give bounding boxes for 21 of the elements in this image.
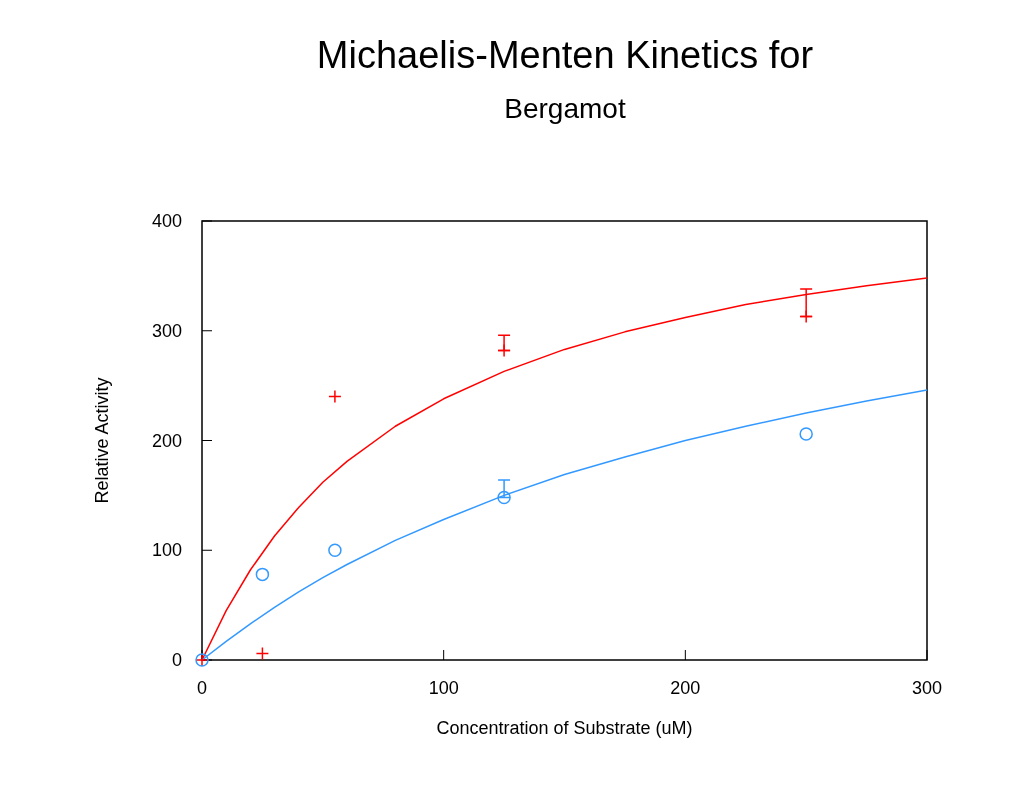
x-tick-label: 300 xyxy=(911,678,943,698)
point xyxy=(328,543,342,557)
y-tick-label: 300 xyxy=(151,320,182,341)
point xyxy=(255,567,270,582)
point xyxy=(799,427,813,441)
x-tick-label: 200 xyxy=(670,678,701,698)
point xyxy=(799,309,813,324)
point xyxy=(497,490,511,505)
y-tick-label: 100 xyxy=(151,540,182,561)
chart-subtitle: Bergamot xyxy=(504,93,626,124)
x-tick-label: 0 xyxy=(196,678,208,698)
point xyxy=(328,389,342,404)
x-axis-title: Concentration of Substrate (uM) xyxy=(436,718,693,738)
point xyxy=(497,343,511,358)
point xyxy=(255,646,270,661)
y-tick-label: 200 xyxy=(151,430,182,451)
y-tick-label: 400 xyxy=(151,211,182,231)
chart-title: Michaelis-Menten Kinetics for xyxy=(316,34,814,76)
y-tick-label: 0 xyxy=(171,650,182,670)
y-axis-title: Relative Activity xyxy=(92,377,112,504)
x-tick-label: 100 xyxy=(428,678,459,698)
